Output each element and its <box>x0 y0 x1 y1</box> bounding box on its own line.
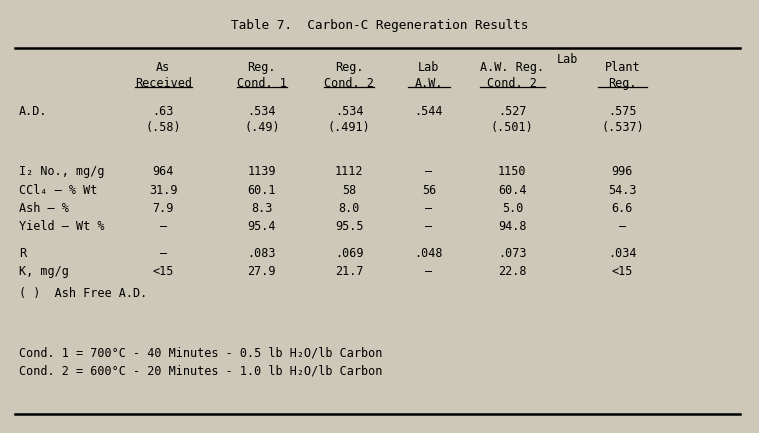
Text: .073: .073 <box>498 247 527 260</box>
Text: –: – <box>159 247 167 260</box>
Text: .083: .083 <box>247 247 276 260</box>
Text: 94.8: 94.8 <box>498 220 527 233</box>
Text: As
Received: As Received <box>134 61 192 90</box>
Text: Table 7.  Carbon-C Regeneration Results: Table 7. Carbon-C Regeneration Results <box>231 19 528 32</box>
Text: 58: 58 <box>342 184 356 197</box>
Text: .63
(.58): .63 (.58) <box>146 105 181 134</box>
Text: 95.5: 95.5 <box>335 220 364 233</box>
Text: Ash – %: Ash – % <box>19 202 69 215</box>
Text: Yield – Wt %: Yield – Wt % <box>19 220 105 233</box>
Text: .034: .034 <box>608 247 637 260</box>
Text: 5.0: 5.0 <box>502 202 523 215</box>
Text: –: – <box>425 202 433 215</box>
Text: Reg.
Cond. 2: Reg. Cond. 2 <box>324 61 374 90</box>
Text: Cond. 2 = 600°C - 20 Minutes - 1.0 lb H₂O/lb Carbon: Cond. 2 = 600°C - 20 Minutes - 1.0 lb H₂… <box>19 365 383 378</box>
Text: –: – <box>159 220 167 233</box>
Text: 21.7: 21.7 <box>335 265 364 278</box>
Text: 6.6: 6.6 <box>612 202 633 215</box>
Text: CCl₄ – % Wt: CCl₄ – % Wt <box>19 184 97 197</box>
Text: 964: 964 <box>153 165 174 178</box>
Text: I₂ No., mg/g: I₂ No., mg/g <box>19 165 105 178</box>
Text: 95.4: 95.4 <box>247 220 276 233</box>
Text: Cond. 1 = 700°C - 40 Minutes - 0.5 lb H₂O/lb Carbon: Cond. 1 = 700°C - 40 Minutes - 0.5 lb H₂… <box>19 346 383 359</box>
Text: .534
(.49): .534 (.49) <box>244 105 279 134</box>
Text: 56: 56 <box>422 184 436 197</box>
Text: 31.9: 31.9 <box>149 184 178 197</box>
Text: <15: <15 <box>153 265 174 278</box>
Text: 1150: 1150 <box>498 165 527 178</box>
Text: .527
(.501): .527 (.501) <box>491 105 534 134</box>
Text: –: – <box>619 220 626 233</box>
Text: 1139: 1139 <box>247 165 276 178</box>
Text: .575
(.537): .575 (.537) <box>601 105 644 134</box>
Text: 54.3: 54.3 <box>608 184 637 197</box>
Text: .048: .048 <box>414 247 443 260</box>
Text: 60.4: 60.4 <box>498 184 527 197</box>
Text: A.D.: A.D. <box>19 105 48 118</box>
Text: .069: .069 <box>335 247 364 260</box>
Text: 996: 996 <box>612 165 633 178</box>
Text: Lab: Lab <box>557 53 578 66</box>
Text: 1112: 1112 <box>335 165 364 178</box>
Text: R: R <box>19 247 26 260</box>
Text: 8.0: 8.0 <box>339 202 360 215</box>
Text: .544: .544 <box>414 105 443 118</box>
Text: –: – <box>425 265 433 278</box>
Text: <15: <15 <box>612 265 633 278</box>
Text: Plant
Reg.: Plant Reg. <box>605 61 640 90</box>
Text: Reg.
Cond. 1: Reg. Cond. 1 <box>237 61 287 90</box>
Text: –: – <box>425 165 433 178</box>
Text: 60.1: 60.1 <box>247 184 276 197</box>
Text: 7.9: 7.9 <box>153 202 174 215</box>
Text: 27.9: 27.9 <box>247 265 276 278</box>
Text: 8.3: 8.3 <box>251 202 272 215</box>
Text: .534
(.491): .534 (.491) <box>328 105 370 134</box>
Text: Lab
A.W.: Lab A.W. <box>414 61 443 90</box>
Text: K, mg/g: K, mg/g <box>19 265 69 278</box>
Text: 22.8: 22.8 <box>498 265 527 278</box>
Text: A.W. Reg.
Cond. 2: A.W. Reg. Cond. 2 <box>480 61 544 90</box>
Text: ( )  Ash Free A.D.: ( ) Ash Free A.D. <box>19 287 147 300</box>
Text: –: – <box>425 220 433 233</box>
